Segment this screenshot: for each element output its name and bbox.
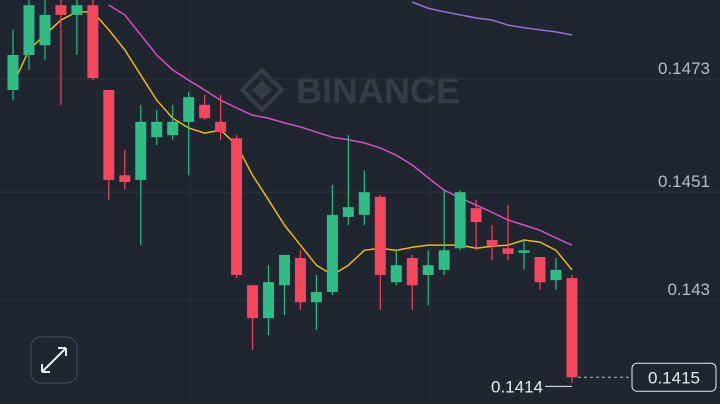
candle-body xyxy=(438,250,450,270)
candle-body xyxy=(502,248,514,254)
candle-body xyxy=(342,207,354,217)
last-price-box xyxy=(631,362,717,392)
candle-body xyxy=(215,121,227,133)
candle-body xyxy=(135,121,147,180)
expand-button[interactable] xyxy=(30,336,78,384)
candle-body xyxy=(550,269,562,281)
candle-body xyxy=(406,258,418,286)
candle-body xyxy=(87,5,99,79)
candle-body xyxy=(358,192,370,215)
y-tick-label: 0.1451 xyxy=(658,172,710,191)
expand-icon[interactable] xyxy=(41,347,67,373)
candle-body xyxy=(310,291,322,303)
candle-body xyxy=(199,104,211,119)
candle-body xyxy=(23,5,35,55)
moving-average-line xyxy=(12,11,573,276)
candle-body xyxy=(470,208,482,223)
candle-body xyxy=(55,5,67,15)
y-tick-label: 0.143 xyxy=(667,280,710,299)
last-price-label: 0.1415 xyxy=(648,368,700,387)
candle-body xyxy=(454,192,466,249)
candle-body xyxy=(247,285,259,319)
candle-body xyxy=(167,121,179,136)
candle-body xyxy=(278,254,290,286)
candle-body xyxy=(486,240,498,247)
candle-body xyxy=(151,121,163,138)
candle-body xyxy=(374,196,386,275)
low-price-label: 0.1414 xyxy=(491,377,543,396)
y-tick-label: 0.1473 xyxy=(658,59,710,78)
candle-body xyxy=(534,256,546,283)
watermark-text: BINANCE xyxy=(296,70,460,111)
candle-body xyxy=(294,258,306,303)
candle-body xyxy=(7,54,19,90)
candle-body xyxy=(422,265,434,275)
moving-average-line xyxy=(411,1,573,36)
candle-body xyxy=(39,14,51,46)
candle-body xyxy=(231,138,243,275)
candle-body xyxy=(103,89,115,180)
candle-body xyxy=(183,97,195,122)
candle-body xyxy=(566,278,578,378)
candle-body xyxy=(263,282,275,319)
watermark: BINANCE xyxy=(239,67,460,113)
candle-body xyxy=(119,175,131,182)
candle-body xyxy=(326,214,338,292)
candle-body xyxy=(71,5,83,15)
moving-average-line xyxy=(108,4,573,246)
candle-body xyxy=(518,250,530,253)
candle-body xyxy=(390,265,402,283)
